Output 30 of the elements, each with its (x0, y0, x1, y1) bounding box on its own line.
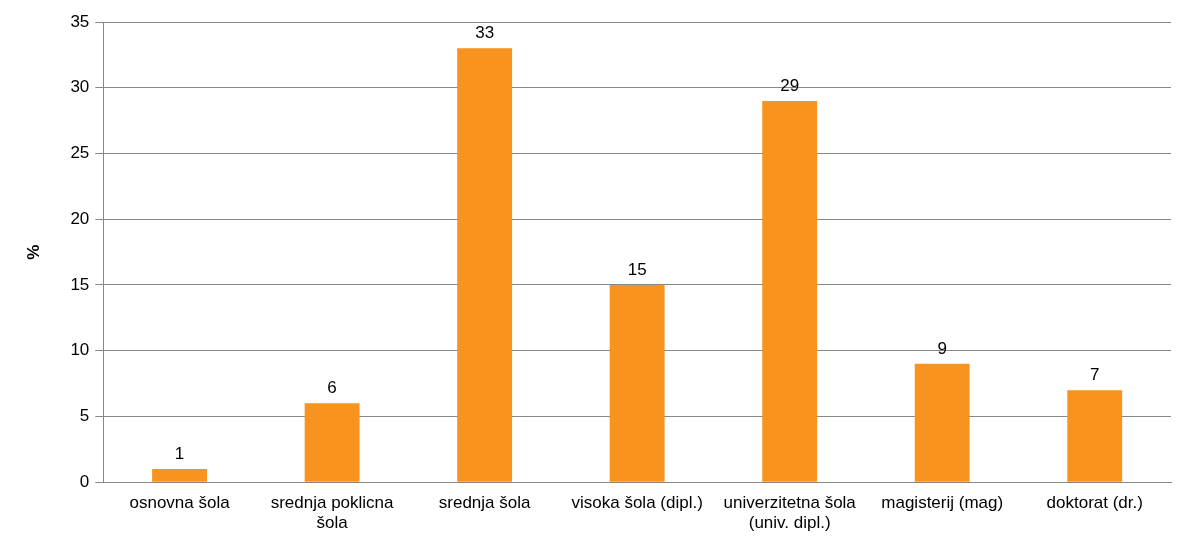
bar (457, 48, 513, 482)
x-tick-label: srednja šola (438, 493, 531, 513)
bar (1067, 390, 1123, 482)
y-axis-title: % (23, 244, 43, 260)
bar (914, 363, 970, 482)
data-label: 9 (937, 339, 947, 359)
data-label: 29 (780, 76, 800, 96)
y-tick-label: 25 (70, 143, 90, 163)
bar (152, 469, 208, 482)
bar (304, 403, 360, 482)
data-label: 7 (1090, 365, 1100, 385)
x-tick-label: doktorat (dr.) (1046, 493, 1143, 513)
y-tick-label: 10 (70, 340, 90, 360)
y-tick-label: 30 (70, 77, 90, 97)
y-tick-label: 5 (79, 406, 90, 426)
bar (609, 284, 665, 482)
x-tick-label: srednja poklicna šola (270, 493, 395, 533)
y-tick-label: 15 (70, 274, 90, 294)
data-label: 15 (627, 260, 647, 280)
x-tick-label: univerzitetna šola (univ. dipl.) (723, 493, 857, 533)
data-label: 33 (475, 23, 495, 43)
x-tick-label: visoka šola (dipl.) (571, 493, 703, 513)
data-label: 6 (327, 378, 337, 398)
x-tick-label: magisterij (mag) (881, 493, 1004, 513)
data-label: 1 (174, 444, 185, 464)
y-tick-label: 0 (79, 471, 90, 491)
y-tick-label: 20 (70, 208, 90, 228)
y-tick-label: 35 (70, 11, 90, 31)
x-tick-label: osnovna šola (129, 493, 231, 513)
bar (762, 100, 818, 482)
